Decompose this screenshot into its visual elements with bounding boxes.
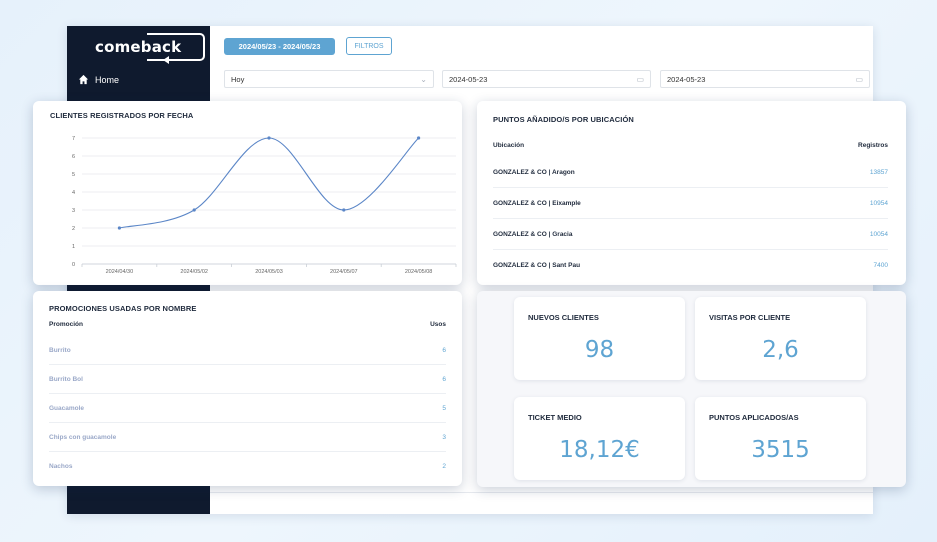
promotion-uses: 6 [442, 346, 446, 354]
promotion-uses: 5 [442, 404, 446, 412]
x-tick-label: 2024/04/30 [106, 269, 134, 275]
y-tick-label: 4 [72, 190, 75, 196]
home-icon [78, 74, 89, 85]
x-tick-label: 2024/05/07 [330, 269, 358, 275]
locations-title: PUNTOS AÑADIDO/S POR UBICACIÓN [493, 115, 634, 124]
kpi-value: 18,12€ [559, 437, 640, 463]
location-name: GONZALEZ & CO | Gracia [493, 230, 573, 238]
location-value: 7400 [873, 262, 888, 269]
location-name: GONZALEZ & CO | Sant Pau [493, 262, 581, 269]
promotion-uses: 6 [442, 375, 446, 383]
promotion-name: Burrito Bol [49, 375, 83, 383]
sidebar-item-label: Home [95, 74, 120, 85]
calendar-icon: ▭ [855, 74, 863, 84]
table-row: Burrito Bol 6 [49, 365, 446, 394]
period-select[interactable]: Hoy ⌄ [224, 70, 434, 88]
x-tick-label: 2024/05/02 [180, 269, 208, 275]
location-name: GONZALEZ & CO | Eixample [493, 199, 581, 207]
kpi-label: TICKET MEDIO [528, 413, 582, 422]
table-row: GONZALEZ & CO | Aragon 13857 [493, 157, 888, 188]
data-point [267, 136, 271, 140]
column-header-records: Registros [858, 142, 888, 149]
date-range-button[interactable]: 2024/05/23 - 2024/05/23 [224, 38, 335, 55]
y-tick-label: 1 [72, 244, 75, 250]
location-value: 13857 [869, 168, 888, 176]
line-chart: 0 1 2 3 4 5 6 7 2024/04/30 2024/05/02 2024/05/03 20… [72, 136, 457, 275]
date-from-value: 2024-05-23 [449, 74, 488, 84]
divider [210, 492, 873, 493]
kpi-panel: NUEVOS CLIENTES 98 VISITAS POR CLIENTE 2… [477, 291, 906, 487]
kpi-label: NUEVOS CLIENTES [528, 313, 599, 322]
column-header-location: Ubicación [493, 142, 525, 149]
location-value: 10054 [869, 230, 888, 238]
series-line [119, 137, 419, 229]
sidebar-item-home[interactable]: Home [78, 74, 119, 85]
date-to-field[interactable]: 2024-05-23 ▭ [660, 70, 870, 88]
data-point [342, 208, 346, 212]
table-row: Guacamole 5 [49, 394, 446, 423]
period-select-value: Hoy [231, 74, 245, 84]
location-name: GONZALEZ & CO | Aragon [493, 168, 575, 176]
kpi-value: 3515 [751, 437, 810, 463]
points-by-location-card: PUNTOS AÑADIDO/S POR UBICACIÓN Ubicación… [477, 101, 906, 285]
promotion-uses: 3 [442, 433, 446, 441]
bottom-strip [210, 488, 873, 514]
data-point [117, 226, 121, 230]
table-row: GONZALEZ & CO | Eixample 10954 [493, 188, 888, 219]
table-row: GONZALEZ & CO | Sant Pau 7400 [493, 250, 888, 281]
kpi-label: VISITAS POR CLIENTE [709, 313, 791, 322]
kpi-visits-per-client: VISITAS POR CLIENTE 2,6 [695, 297, 866, 380]
registered-clients-chart-card: CLIENTES REGISTRADOS POR FECHA 0 1 2 3 4 5 6 7 2… [33, 101, 462, 285]
date-from-field[interactable]: 2024-05-23 ▭ [442, 70, 651, 88]
promotion-name: Guacamole [49, 404, 85, 412]
chart-title: CLIENTES REGISTRADOS POR FECHA [50, 111, 194, 120]
logo-arrow-icon [163, 56, 169, 64]
column-header-uses: Usos [430, 321, 446, 328]
table-row: GONZALEZ & CO | Gracia 10054 [493, 219, 888, 250]
data-point [192, 208, 196, 212]
kpi-average-ticket: TICKET MEDIO 18,12€ [514, 397, 685, 480]
logo-text: comeback [95, 38, 182, 56]
date-to-value: 2024-05-23 [667, 74, 706, 84]
table-row: Nachos 2 [49, 452, 446, 481]
promotion-name: Burrito [49, 346, 71, 354]
logo: comeback [95, 33, 205, 64]
y-tick-label: 5 [72, 172, 75, 178]
promotion-uses: 2 [442, 463, 446, 470]
chevron-down-icon: ⌄ [420, 74, 427, 84]
column-header-promotion: Promoción [49, 321, 83, 328]
y-tick-label: 6 [72, 154, 75, 160]
filters-button[interactable]: FILTROS [346, 37, 392, 55]
logo-bubble-icon [147, 33, 205, 61]
calendar-icon: ▭ [636, 74, 644, 84]
promotion-name: Nachos [49, 463, 73, 470]
promotions-used-card: PROMOCIONES USADAS POR NOMBRE Promoción … [33, 291, 462, 486]
y-tick-label: 3 [72, 208, 75, 214]
x-tick-label: 2024/05/08 [405, 269, 433, 275]
table-row: Chips con guacamole 3 [49, 423, 446, 452]
promotions-title: PROMOCIONES USADAS POR NOMBRE [49, 304, 197, 313]
promotion-name: Chips con guacamole [49, 433, 117, 441]
y-tick-label: 7 [72, 136, 75, 142]
kpi-value: 98 [584, 337, 615, 363]
y-tick-label: 0 [72, 262, 75, 268]
location-value: 10954 [869, 199, 888, 207]
kpi-points-applied: PUNTOS APLICADOS/AS 3515 [695, 397, 866, 480]
kpi-label: PUNTOS APLICADOS/AS [709, 413, 799, 422]
y-tick-label: 2 [72, 226, 75, 232]
x-tick-label: 2024/05/03 [255, 269, 283, 275]
data-point [417, 136, 421, 140]
table-row: Burrito 6 [49, 336, 446, 365]
kpi-value: 2,6 [762, 337, 799, 363]
kpi-new-clients: NUEVOS CLIENTES 98 [514, 297, 685, 380]
